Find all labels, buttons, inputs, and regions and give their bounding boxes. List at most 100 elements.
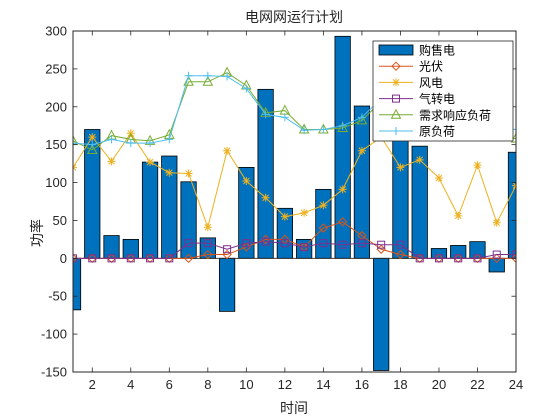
legend-label: 购售电 — [419, 43, 455, 58]
data-point — [203, 71, 212, 80]
data-point — [203, 223, 212, 232]
data-point — [242, 239, 251, 248]
data-point — [319, 201, 328, 210]
y-tick-label: 50 — [53, 213, 67, 228]
legend-box — [372, 40, 514, 142]
data-point — [73, 253, 78, 264]
series-square — [73, 237, 516, 263]
legend-item: 原负荷 — [379, 125, 455, 139]
data-point — [280, 212, 289, 221]
y-tick-label: 100 — [45, 175, 67, 190]
legend-marker — [392, 78, 400, 87]
data-point — [86, 143, 98, 154]
data-point — [377, 240, 386, 249]
data-point — [145, 253, 155, 264]
data-point — [88, 140, 97, 149]
data-point — [492, 250, 501, 259]
y-tick-label: -150 — [41, 365, 67, 380]
data-point — [357, 239, 366, 248]
legend-item: 光伏 — [379, 60, 443, 74]
data-point — [183, 75, 194, 86]
data-point — [319, 239, 328, 248]
bar — [507, 151, 516, 259]
x-tick-label: 16 — [355, 377, 369, 392]
data-point — [492, 218, 501, 227]
data-point — [106, 253, 117, 264]
data-point — [454, 211, 463, 220]
data-point — [87, 253, 97, 264]
data-point — [88, 133, 97, 142]
data-point — [223, 72, 232, 81]
data-point — [337, 121, 348, 132]
data-point — [395, 249, 406, 260]
bar — [430, 248, 448, 259]
data-point — [396, 163, 405, 172]
bar — [450, 245, 467, 259]
data-point — [338, 240, 347, 249]
bar — [469, 241, 486, 259]
x-tick-label: 10 — [239, 377, 253, 392]
legend-item: 气转电 — [379, 91, 455, 106]
data-point — [318, 223, 329, 233]
data-point — [107, 254, 116, 263]
x-tick-label: 14 — [316, 377, 330, 392]
x-tick-label: 2 — [89, 377, 96, 392]
data-point — [510, 132, 516, 143]
y-tick-label: 200 — [45, 99, 67, 114]
data-point — [300, 208, 309, 217]
data-point — [280, 239, 289, 248]
y-tick-label: -100 — [41, 327, 67, 342]
legend-swatch — [378, 44, 414, 56]
data-point — [242, 177, 251, 186]
chart-title: 电网网运行计划 — [245, 10, 343, 26]
data-point — [203, 239, 212, 248]
bar — [122, 238, 139, 259]
x-tick-label: 4 — [127, 377, 134, 392]
data-point — [434, 174, 443, 183]
x-tick-label: 8 — [204, 377, 211, 392]
data-point — [73, 139, 77, 148]
data-point — [338, 185, 347, 194]
data-point — [511, 253, 516, 264]
legend-label: 需求响应负荷 — [419, 107, 491, 122]
y-tick-label: 250 — [45, 61, 67, 76]
data-point — [261, 193, 270, 202]
data-point — [472, 253, 483, 264]
y-axis-label: 功率 — [29, 219, 46, 247]
bar — [218, 257, 236, 312]
data-point — [146, 254, 155, 263]
data-point — [512, 250, 516, 259]
data-point — [242, 84, 251, 93]
data-point — [434, 253, 444, 264]
data-point — [165, 254, 174, 263]
data-point — [126, 254, 135, 263]
data-point — [126, 139, 135, 148]
data-point — [357, 113, 366, 122]
bar — [334, 35, 351, 259]
x-axis-label: 时间 — [280, 401, 308, 417]
data-point — [184, 71, 193, 80]
data-point — [261, 237, 270, 246]
data-point — [319, 125, 328, 134]
data-point — [434, 254, 443, 263]
bar — [84, 129, 101, 259]
data-point — [415, 155, 424, 164]
bar — [392, 132, 409, 259]
x-tick-label: 20 — [432, 377, 446, 392]
bar — [488, 257, 505, 273]
x-tick-label: 18 — [393, 377, 407, 392]
data-point — [165, 135, 174, 144]
plot-frame — [72, 30, 517, 373]
data-point — [473, 161, 482, 170]
data-point — [107, 135, 116, 144]
data-point — [184, 239, 193, 248]
x-tick-label: 24 — [509, 377, 523, 392]
legend-item: 需求响应负荷 — [379, 107, 491, 122]
legend-marker — [391, 61, 401, 71]
legend-label: 光伏 — [419, 60, 443, 74]
x-axis-ticks: 2 4 6 8 10 12 14 16 18 20 22 24 — [89, 31, 523, 392]
x-tick-label: 6 — [166, 377, 173, 392]
data-point — [203, 249, 213, 260]
y-axis-ticks: -150 -100 -50 0 50 100 150 200 250 300 — [41, 24, 516, 380]
